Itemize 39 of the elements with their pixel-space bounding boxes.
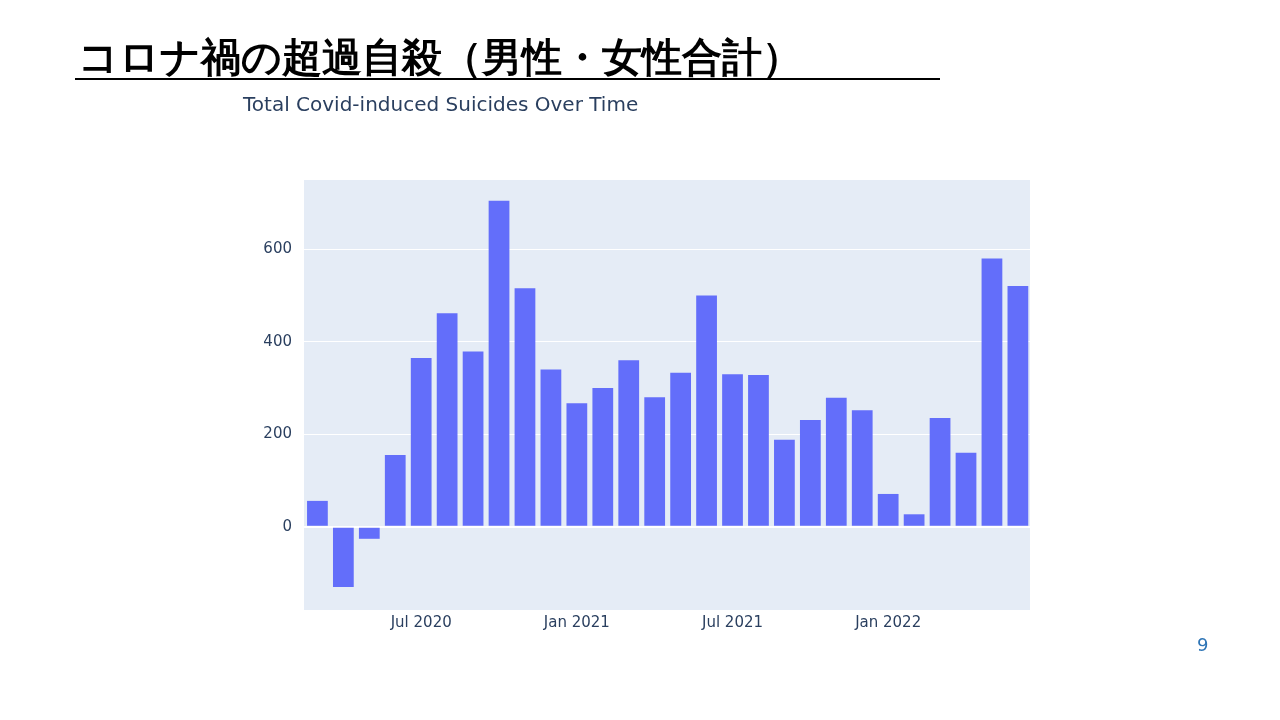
bar — [981, 258, 1003, 526]
y-tick-label: 400 — [263, 331, 292, 350]
bar — [332, 527, 354, 587]
bar — [696, 295, 717, 526]
bar — [903, 514, 925, 526]
bar — [307, 500, 328, 526]
x-tick-label: Jan 2021 — [542, 612, 610, 631]
bar — [410, 358, 432, 526]
y-tick-label: 0 — [282, 516, 292, 535]
bar — [644, 397, 666, 526]
bar — [825, 397, 847, 526]
y-tick-label: 200 — [263, 424, 292, 443]
x-tick-label: Jul 2021 — [700, 612, 764, 631]
chart-title: コロナ禍の超過自殺（男性・女性合計） — [78, 33, 802, 82]
y-tick-label: 600 — [263, 239, 292, 258]
x-tick-label: Jul 2020 — [389, 612, 452, 631]
bar — [955, 452, 977, 526]
text: 9 — [1197, 634, 1209, 655]
x-tick-label: Jan 2022 — [854, 612, 922, 631]
bar — [566, 403, 588, 526]
bar — [929, 418, 951, 526]
bar — [514, 288, 536, 526]
bar — [540, 369, 562, 526]
bar — [722, 374, 743, 526]
bar — [436, 313, 458, 526]
bar — [618, 360, 640, 526]
bar — [851, 410, 873, 526]
bar — [462, 351, 484, 526]
bar — [774, 439, 795, 526]
bar — [488, 200, 510, 526]
bar — [384, 455, 406, 526]
bar — [670, 372, 692, 526]
bar — [592, 388, 614, 526]
chart-subtitle: Total Covid-induced Suicides Over Time — [243, 92, 639, 116]
bar — [358, 527, 380, 539]
bar — [877, 493, 899, 526]
bar — [748, 375, 769, 526]
bar — [799, 419, 821, 526]
bar — [1007, 285, 1029, 526]
